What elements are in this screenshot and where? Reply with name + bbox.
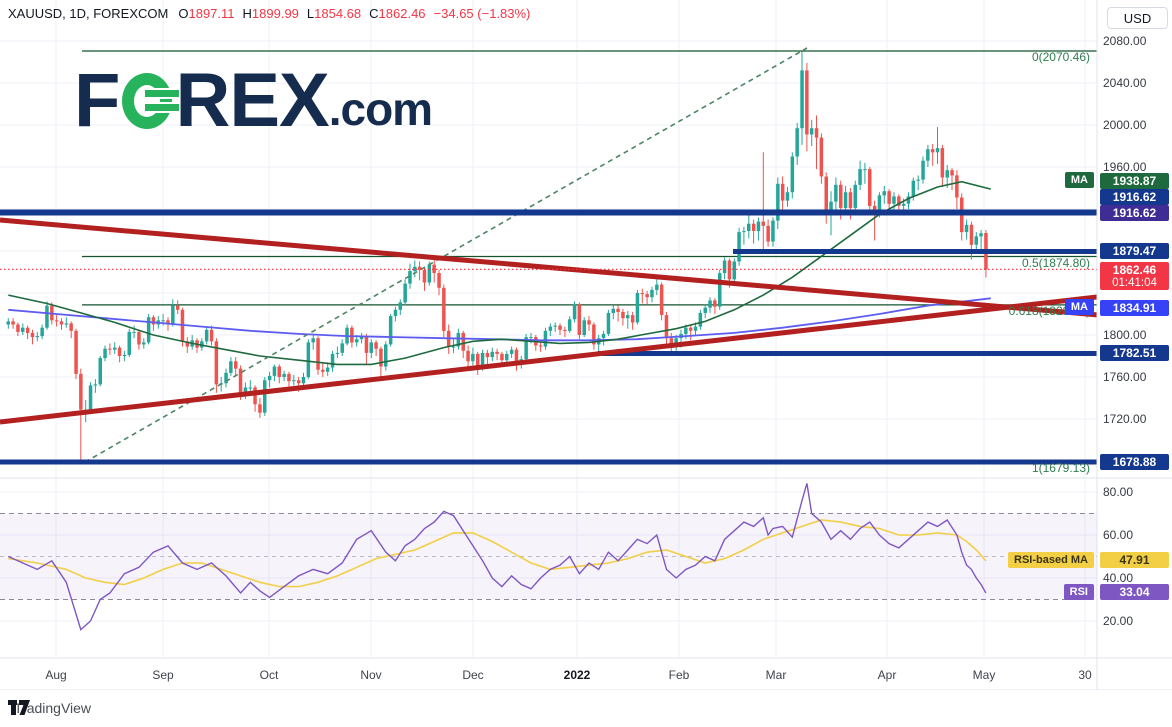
chart-canvas[interactable] (0, 0, 1172, 690)
rsi-pill[interactable]: RSI (1063, 583, 1094, 600)
symbol-title[interactable]: XAUUSD, 1D, FOREXCOM (8, 6, 169, 21)
price-label: 1879.47 (1100, 243, 1169, 260)
watermark-f: F (74, 58, 120, 143)
red-trendlines[interactable] (0, 217, 1098, 425)
time-label: May (972, 668, 996, 682)
price-tick: 2040.00 (1103, 76, 1147, 90)
price-tick: 1800.00 (1103, 328, 1147, 342)
time-label: Aug (45, 668, 67, 682)
dashed-trendline[interactable] (84, 47, 808, 463)
ohlc-values: O1897.11 H1899.99 L1854.68 C1862.46 (178, 6, 433, 21)
ma-50-line[interactable] (8, 180, 991, 366)
fib-level-label: 1(1679.13) (1031, 461, 1090, 475)
price-tick: 1960.00 (1103, 160, 1147, 174)
time-label: Apr (877, 668, 897, 682)
watermark-rex: REX (175, 58, 329, 143)
price-tick: 1720.00 (1103, 412, 1147, 426)
symbol-legend[interactable]: XAUUSD, 1D, FOREXCOM O1897.11 H1899.99 L185… (8, 6, 530, 21)
tradingview-logo-icon (8, 700, 30, 715)
price-tick: 2000.00 (1103, 118, 1147, 132)
tradingview-brand-text: TradingView (14, 700, 92, 716)
rsi-tick: 60.00 (1103, 528, 1134, 542)
price-label: 1678.88 (1100, 453, 1169, 470)
ma-pill[interactable]: MA (1064, 299, 1094, 316)
pane-separators (0, 0, 1172, 690)
rsi-tick: 20.00 (1103, 614, 1134, 628)
rsi-band (0, 513, 1097, 600)
price-label: 1782.51 (1100, 344, 1169, 361)
price-label: 1834.91 (1100, 299, 1169, 316)
fib-level-label: 0(2070.46) (1031, 50, 1090, 64)
price-label: 1938.87 (1100, 172, 1169, 189)
fib-level-label: 0.5(1874.80) (1021, 256, 1090, 270)
ohlc-field: C1862.46 (369, 6, 426, 21)
time-label: Oct (259, 668, 279, 682)
time-label: Dec (462, 668, 484, 682)
time-label: Nov (360, 668, 382, 682)
price-label: 1916.62 (1100, 189, 1169, 206)
currency-unit-button[interactable]: USD (1107, 7, 1168, 29)
forex-o-icon (122, 73, 180, 129)
time-label: Sep (152, 668, 174, 682)
time-label: Feb (668, 668, 690, 682)
ohlc-field: O1897.11 (178, 6, 235, 21)
tradingview-attribution[interactable]: TradingView (8, 700, 91, 716)
time-label: 30 (1078, 668, 1092, 682)
rsi-line[interactable] (8, 483, 987, 631)
horizontal-support-resistance-lines[interactable] (0, 209, 1097, 465)
rsi-tick: 80.00 (1103, 485, 1134, 499)
ohlc-field: L1854.68 (306, 6, 362, 21)
price-tick: 1760.00 (1103, 370, 1147, 384)
time-label: Mar (765, 668, 787, 682)
price-label: 1916.62 (1100, 205, 1169, 222)
rsi-based-ma-pill[interactable]: RSI-based MA (1008, 551, 1094, 568)
time-label: 2022 (563, 668, 591, 682)
ma-pill[interactable]: MA (1064, 172, 1094, 189)
watermark-dotcom: .com (328, 83, 433, 135)
change-value: −34.65 (−1.83%) (433, 6, 531, 21)
price-tick: 2080.00 (1103, 34, 1147, 48)
rsi-label: 47.91 (1100, 552, 1169, 569)
price-label: 1862.46 01:41:04 (1100, 261, 1169, 290)
ohlc-field: H1899.99 (242, 6, 299, 21)
rsi-tick: 40.00 (1103, 571, 1134, 585)
rsi-ma-line[interactable] (8, 519, 987, 588)
forex-com-watermark: F REX .com (74, 58, 433, 143)
rsi-label: 33.04 (1100, 584, 1169, 601)
candles (6, 51, 988, 465)
